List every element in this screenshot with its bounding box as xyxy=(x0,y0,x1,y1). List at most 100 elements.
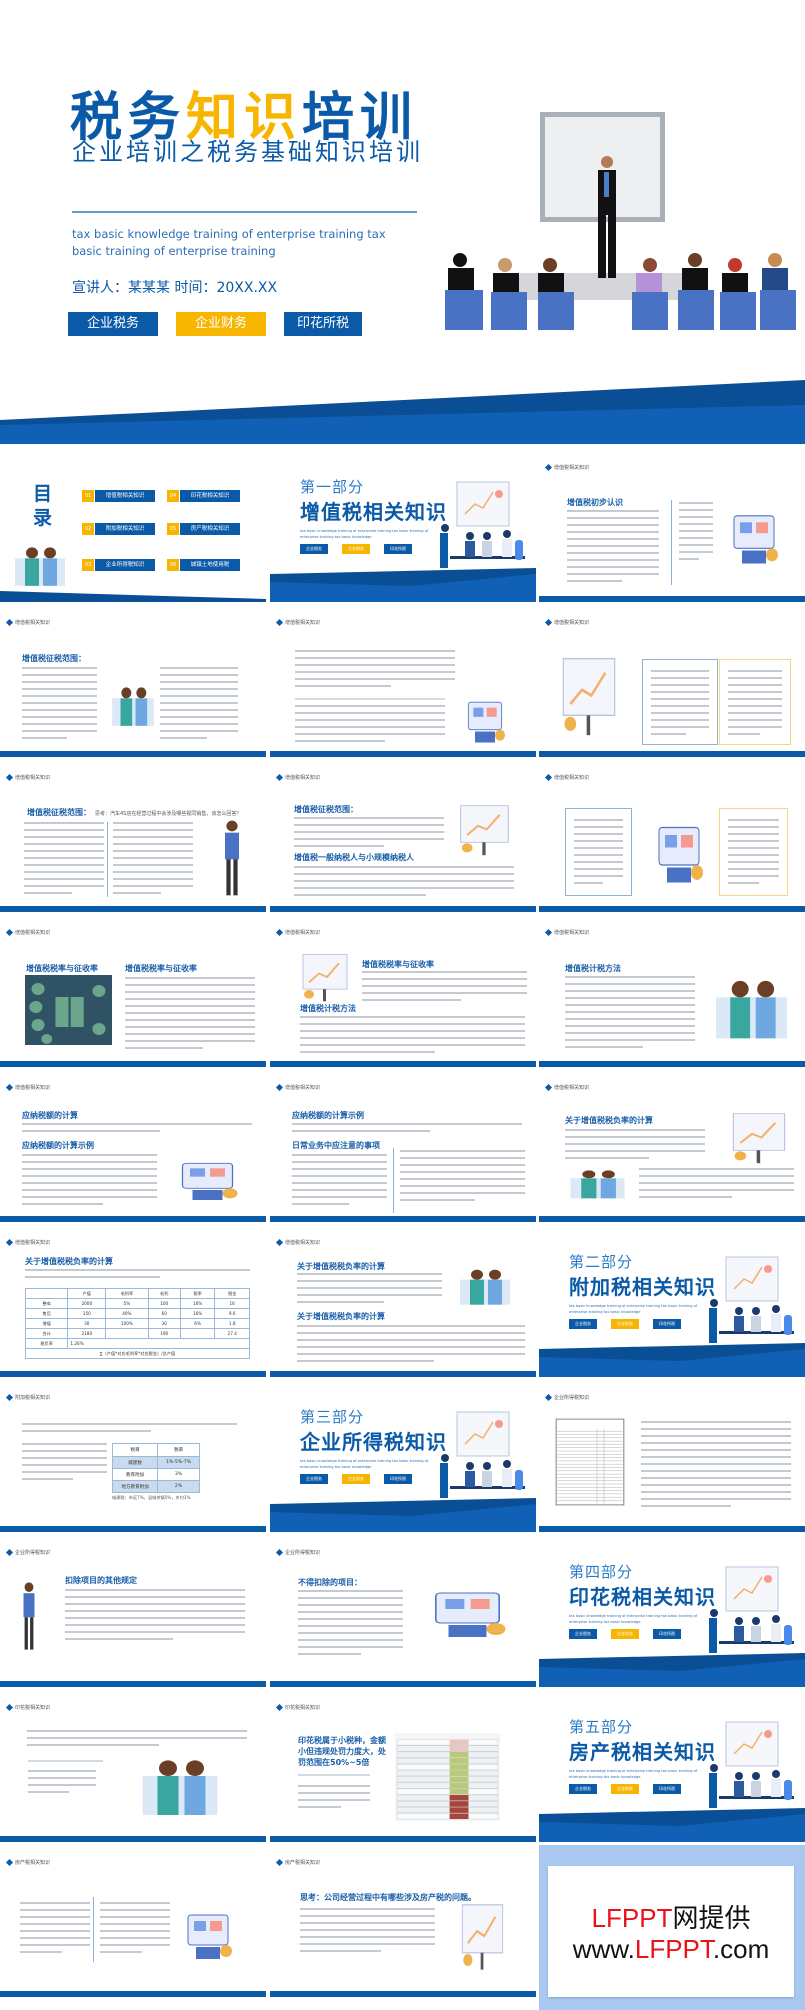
text-line xyxy=(565,1136,705,1138)
slide-thumbnail[interactable]: 房产税相关知识 xyxy=(0,1845,266,1997)
tag-button[interactable]: 企业税务 xyxy=(300,544,328,554)
table-cell: 30 xyxy=(67,1318,107,1329)
tag-button[interactable]: 企业税务 xyxy=(569,1319,597,1329)
tag-button[interactable]: 企业税务 xyxy=(569,1629,597,1639)
text-line xyxy=(651,691,709,693)
slide-thumbnail[interactable]: 印花税相关知识 xyxy=(0,1690,266,1842)
text-line xyxy=(565,1157,649,1159)
slide-thumbnail[interactable]: 目录 01 增值税相关知识 02 附加税相关知识 03 企业所得税知识 04 印花税相关知识 05… xyxy=(0,450,266,602)
slide-thumbnail[interactable]: 增值税相关知识 增值税初步认识 xyxy=(539,450,805,602)
table-cell: 100 xyxy=(147,1298,181,1309)
text-line xyxy=(294,845,384,847)
blue-wave-decoration xyxy=(0,380,805,444)
slide-section-label-text: 增值税相关知识 xyxy=(285,775,321,781)
toc-item[interactable]: 06 城镇土地使用税 xyxy=(167,559,241,571)
text-line xyxy=(567,573,659,575)
slide-section-label: 增值税相关知识 xyxy=(5,618,50,627)
text-line xyxy=(125,977,255,979)
toc-item[interactable]: 04 印花税相关知识 xyxy=(167,490,241,502)
text-line xyxy=(297,1273,442,1275)
slide-thumbnail[interactable]: 企业所得税知识 xyxy=(539,1380,805,1532)
slide-footer-bar xyxy=(539,1216,805,1222)
slide-heading: 应纳税额的计算示例 xyxy=(22,1141,94,1150)
tag-button[interactable]: 企业财务 xyxy=(342,1474,370,1484)
text-line xyxy=(362,999,461,1001)
tag-button[interactable]: 印花所税 xyxy=(653,1319,681,1329)
slide-thumbnail[interactable]: 企业所得税知识 扣除项目的其他规定 xyxy=(0,1535,266,1687)
meeting-illustration xyxy=(704,1718,799,1828)
slide-section-label-text: 企业所得税知识 xyxy=(554,1395,590,1401)
text-line xyxy=(565,1046,643,1048)
tag-button[interactable]: 印花所税 xyxy=(384,1474,412,1484)
slide-thumbnail[interactable]: 增值税相关知识 xyxy=(539,760,805,912)
tag-button[interactable]: 企业财务 xyxy=(611,1629,639,1639)
slide-thumbnail[interactable]: 第三部分 企业所得税知识 tax basic knowledge training … xyxy=(270,1380,536,1532)
slide-thumbnail[interactable]: 增值税相关知识 增值税征税范围： xyxy=(0,605,266,757)
text-line xyxy=(679,551,713,553)
text-line xyxy=(574,840,623,842)
toc-item-number: 04 xyxy=(167,490,179,502)
tag-button[interactable]: 企业财务 xyxy=(611,1784,639,1794)
text-line xyxy=(641,1435,791,1437)
text-line xyxy=(567,559,659,561)
slide-thumbnail[interactable]: 印花税相关知识 印花税属于小税种，金额 小但违规处罚力度大，处 罚范围在50%~5倍 xyxy=(270,1690,536,1842)
slide-thumbnail[interactable]: 增值税相关知识 增值税计税方法 xyxy=(539,915,805,1067)
text-line xyxy=(651,712,709,714)
toc-item[interactable]: 05 房产税相关知识 xyxy=(167,523,241,535)
slide-thumbnail[interactable]: 增值税相关知识 xyxy=(539,605,805,757)
tag-button-finance[interactable]: 企业财务 xyxy=(176,312,266,336)
text-line xyxy=(400,1178,525,1180)
tag-button[interactable]: 企业财务 xyxy=(342,544,370,554)
tag-button[interactable]: 企业税务 xyxy=(300,1474,328,1484)
tag-button[interactable]: 企业税务 xyxy=(569,1784,597,1794)
toc-item[interactable]: 03 企业所得税知识 xyxy=(82,559,156,571)
laptop-illustration xyxy=(178,1905,238,1965)
slide-thumbnail[interactable]: 第一部分 增值税相关知识 tax basic knowledge training … xyxy=(270,450,536,602)
tag-button-stamp[interactable]: 印花所税 xyxy=(284,312,362,336)
slide-section-label: 印花税相关知识 xyxy=(5,1703,51,1712)
text-line xyxy=(22,681,97,683)
text-line xyxy=(295,671,455,673)
slide-thumbnail[interactable]: 增值税相关知识 关于增值税税负率的计算 关于增值税税负率的计算 xyxy=(270,1225,536,1377)
tag-button[interactable]: 印花所税 xyxy=(653,1629,681,1639)
tag-button-tax[interactable]: 企业税务 xyxy=(68,312,158,336)
slide-thumbnail[interactable]: 第四部分 印花税相关知识 tax basic knowledge training … xyxy=(539,1535,805,1687)
tax-burden-table: 产值 毛利率 毛利 税率 税金 整车 2000 5% 100 16% 16 售后 150 40% 60 16%… xyxy=(24,1288,250,1359)
slide-section-label-text: 印花税相关知识 xyxy=(15,1705,51,1711)
toc-item[interactable]: 01 增值税相关知识 xyxy=(82,490,156,502)
tag-button[interactable]: 印花所税 xyxy=(384,544,412,554)
slide-thumbnail[interactable]: 增值税相关知识 增值税征税范围： 增值税一般纳税人与小规模纳税人 xyxy=(270,760,536,912)
table-cell: 16% xyxy=(179,1308,216,1319)
slide-thumbnail[interactable]: 增值税相关知识 应纳税额的计算示例 日常业务中应注意的事项 xyxy=(270,1070,536,1222)
watermark-url[interactable]: www.LFPPT.com xyxy=(548,1934,794,1965)
table-header-row: 产值 毛利率 毛利 税率 税金 xyxy=(24,1288,250,1299)
slide-section-label: 增值税相关知识 xyxy=(544,1083,589,1092)
slide-thumbnail[interactable]: 房产税相关知识 思考：公司经营过程中有哪些涉及房产税的问题。 xyxy=(270,1845,536,1997)
toc-item[interactable]: 02 附加税相关知识 xyxy=(82,523,156,535)
slide-thumbnail[interactable]: 增值税相关知识 关于增值税税负率的计算 xyxy=(539,1070,805,1222)
slide-thumbnail[interactable]: 增值税相关知识 增值税征税范围： 思考：汽车4S店在经营过程中会涉及哪些视同销售，该… xyxy=(0,760,266,912)
text-line xyxy=(565,1018,695,1020)
text-line xyxy=(567,552,659,554)
slide-thumbnail[interactable]: 增值税相关知识 xyxy=(270,605,536,757)
tag-button[interactable]: 印花所税 xyxy=(653,1784,681,1794)
text-line xyxy=(651,677,709,679)
slide-thumbnail[interactable]: 第二部分 附加税相关知识 tax basic knowledge training … xyxy=(539,1225,805,1377)
slide-thumbnail[interactable]: 增值税相关知识 增值税税率与征收率 增值税税率与征收率 xyxy=(0,915,266,1067)
slide-thumbnail[interactable]: 增值税相关知识 增值税税率与征收率 增值税计税方法 xyxy=(270,915,536,1067)
slide-heading: 增值税计税方法 xyxy=(300,1004,356,1013)
slide-thumbnail[interactable]: 增值税相关知识 应纳税额的计算 应纳税额的计算示例 xyxy=(0,1070,266,1222)
text-line xyxy=(641,1505,731,1507)
training-illustration xyxy=(445,112,796,330)
tag-button[interactable]: 企业财务 xyxy=(611,1319,639,1329)
slide-thumbnail[interactable]: 第五部分 房产税相关知识 tax basic knowledge training … xyxy=(539,1690,805,1842)
people-illustration xyxy=(565,1165,630,1205)
slide-thumbnail[interactable]: 企业所得税知识 不得扣除的项目： xyxy=(270,1535,536,1687)
slide-thumbnail[interactable]: 增值税相关知识 关于增值税税负率的计算 产值 毛利率 毛利 税率 税金 整车 2000 5% 100… xyxy=(0,1225,266,1377)
text-line xyxy=(297,1287,442,1289)
diamond-icon xyxy=(275,773,284,782)
section-title: 附加税相关知识 xyxy=(569,1275,716,1299)
divider xyxy=(295,698,445,700)
slide-thumbnail[interactable]: 附加税相关知识 税目 税率 城建税 1%-5%-7% 教育附加 3% 地方教育附加 2% 城建税：… xyxy=(0,1380,266,1532)
text-line xyxy=(300,1037,525,1039)
